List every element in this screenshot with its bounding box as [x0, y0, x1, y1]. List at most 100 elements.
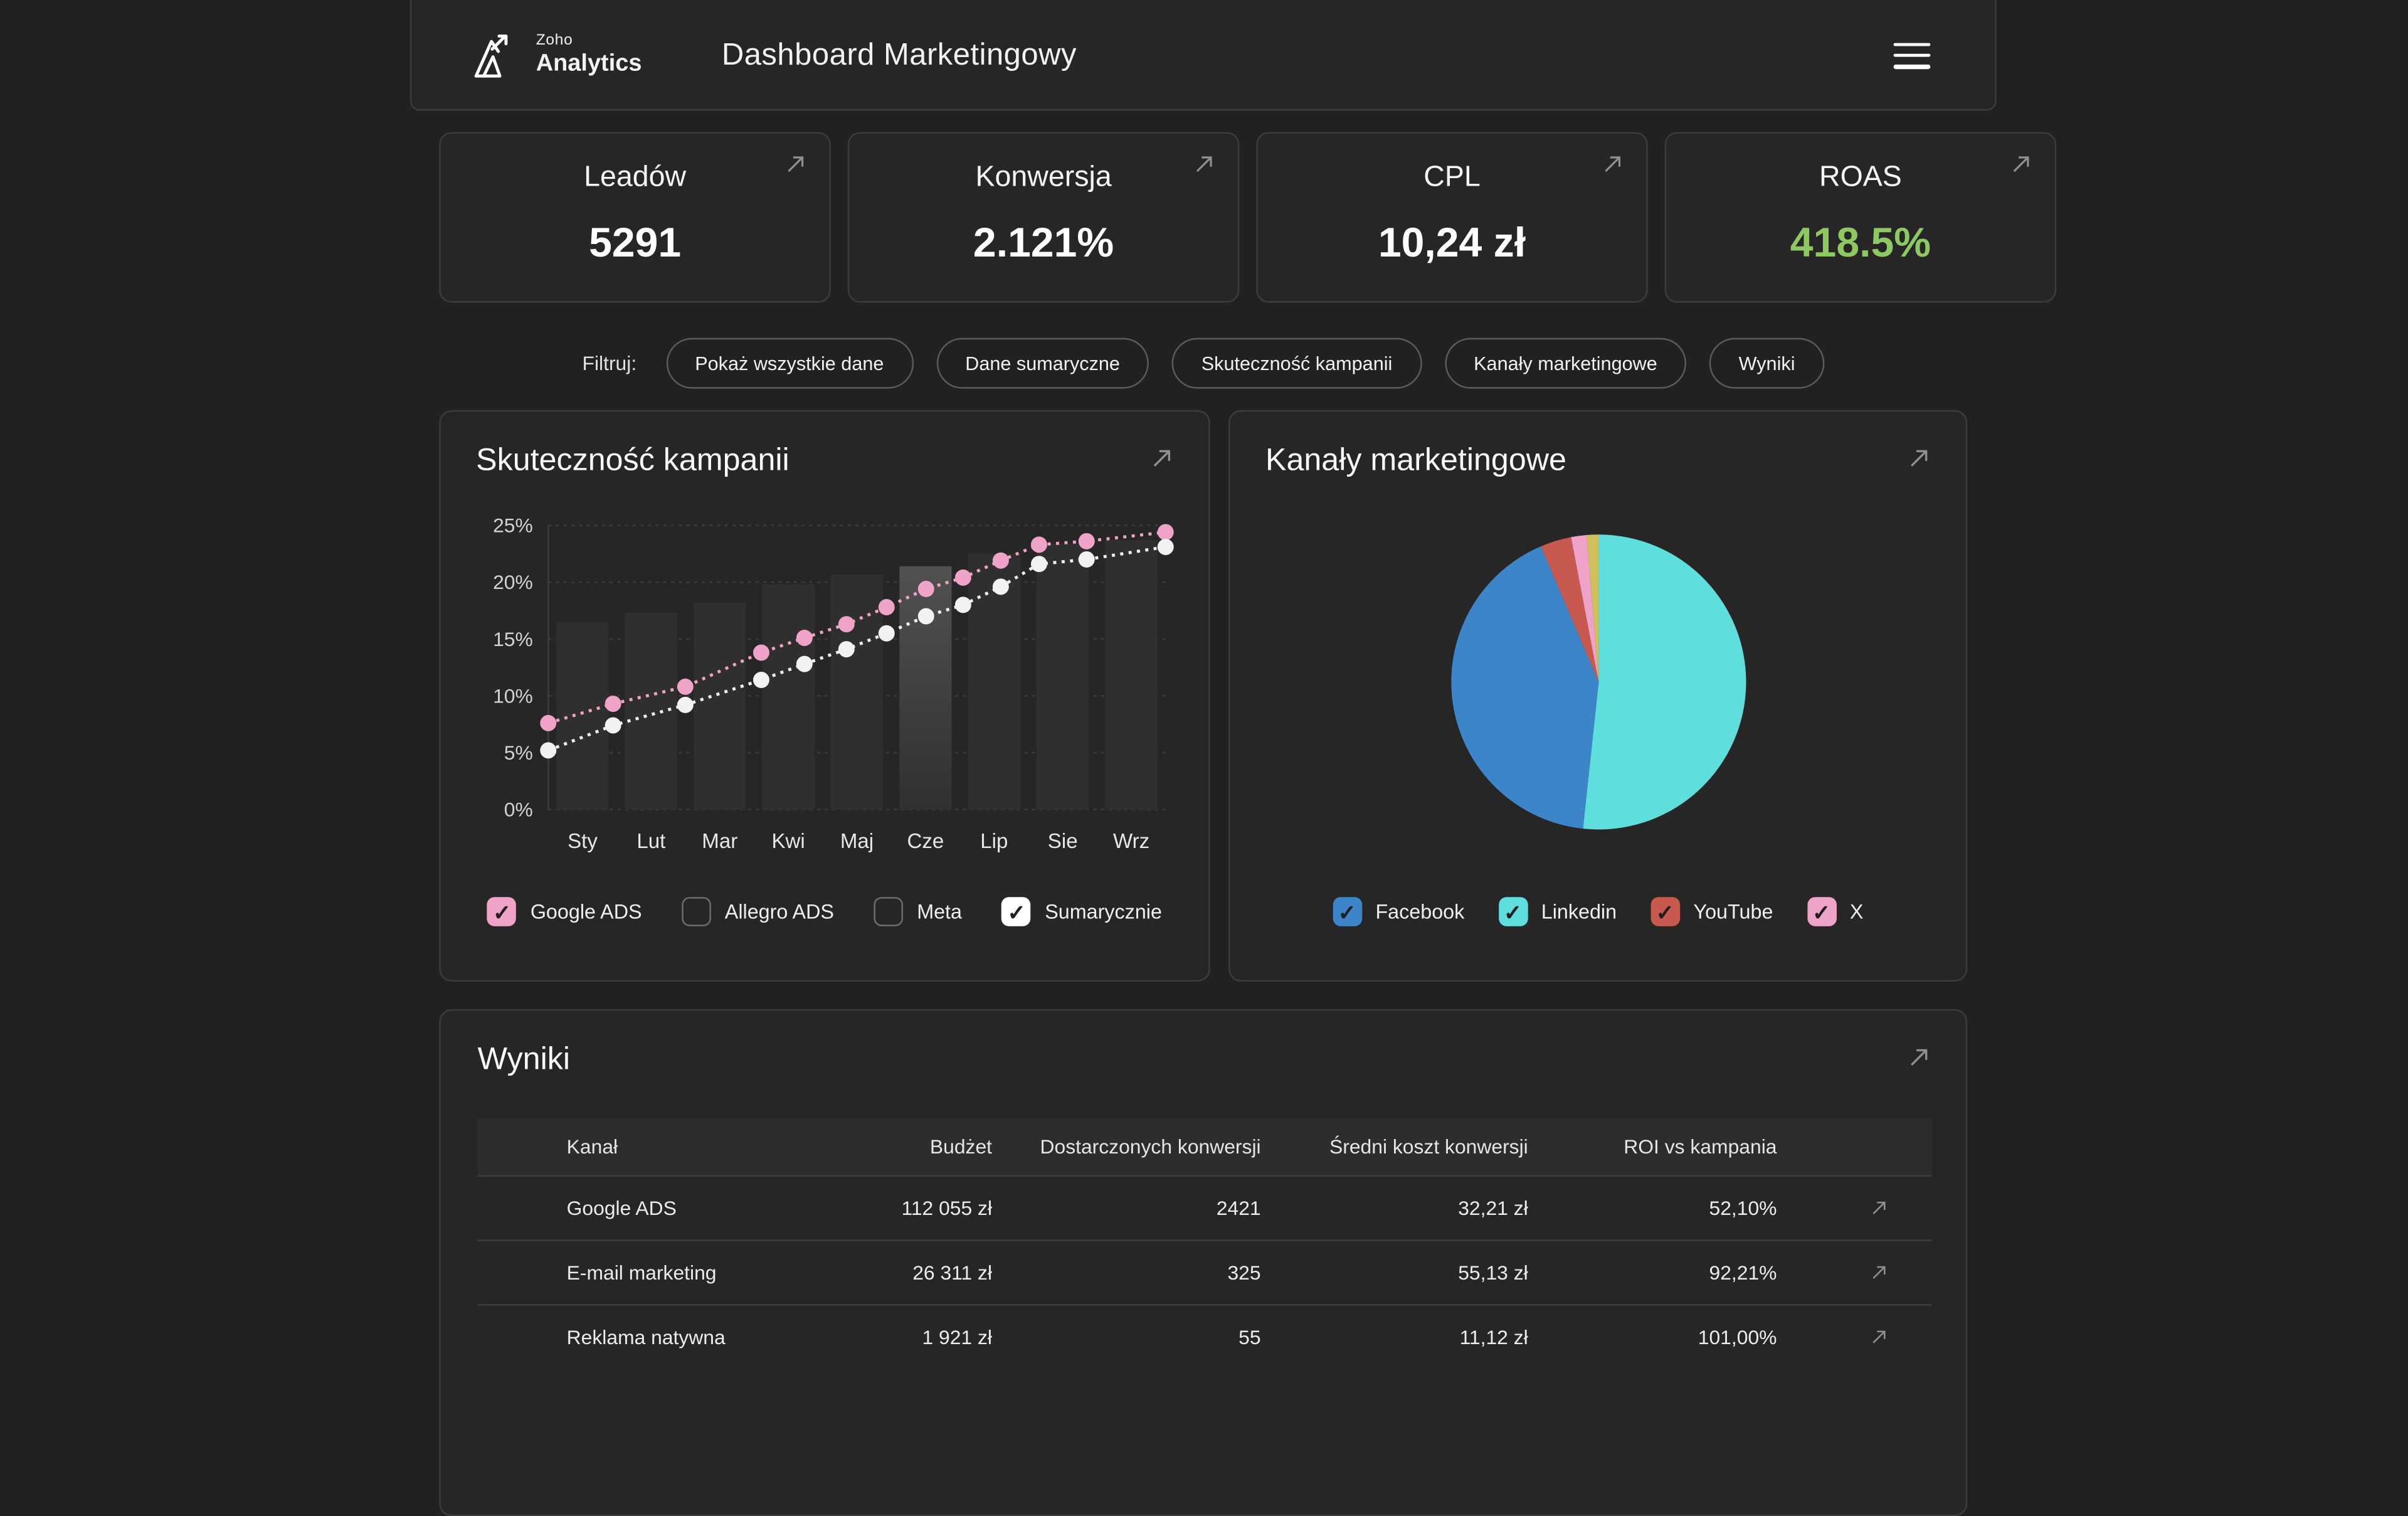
check-icon: ✓: [493, 899, 511, 925]
kpi-label: Konwersja: [975, 161, 1112, 194]
svg-text:Lip: Lip: [980, 830, 1008, 853]
svg-text:Cze: Cze: [907, 830, 944, 853]
filter-label: Filtruj:: [582, 351, 637, 375]
kpi-value: 10,24 zł: [1378, 220, 1526, 266]
checkbox[interactable]: ✓: [682, 897, 711, 926]
toggle-facebook[interactable]: ✓ Facebook: [1332, 897, 1465, 926]
kpi-value: 5291: [589, 220, 682, 266]
svg-text:25%: 25%: [493, 514, 533, 537]
logo-text: Zoho Analytics: [536, 33, 642, 78]
checkbox[interactable]: ✓: [1498, 897, 1528, 926]
results-table: Kanał Budżet Dostarczonych konwersji Śre…: [477, 1118, 1932, 1369]
hamburger-menu-icon[interactable]: [1893, 42, 1931, 68]
channels-legend: ✓ Facebook ✓ Linkedin ✓ YouTube ✓ X: [1230, 897, 1966, 926]
filter-chip-channels[interactable]: Kanały marketingowe: [1444, 337, 1687, 389]
toggle-allegro-ads[interactable]: ✓ Allegro ADS: [682, 897, 834, 926]
table-row-google-ads[interactable]: Google ADS 112 055 zł 2421 32,21 zł 52,1…: [477, 1175, 1932, 1239]
kpi-card-roas[interactable]: ROAS 418.5%: [1664, 132, 2057, 303]
cell-konwersje: 325: [1227, 1261, 1261, 1285]
filter-chip-all[interactable]: Pokaż wszystkie dane: [665, 337, 913, 389]
svg-text:Lut: Lut: [636, 830, 665, 853]
cell-budzet: 26 311 zł: [912, 1261, 993, 1285]
check-icon: ✓: [1812, 899, 1830, 925]
results-card: Wyniki Kanał Budżet Dostarczonych konwer…: [439, 1009, 1968, 1516]
svg-text:15%: 15%: [493, 628, 533, 650]
table-row-email-marketing[interactable]: E-mail marketing 26 311 zł 325 55,13 zł …: [477, 1239, 1932, 1304]
cell-roi: 52,10%: [1709, 1196, 1777, 1220]
toggle-youtube[interactable]: ✓ YouTube: [1650, 897, 1773, 926]
cell-kanal: E-mail marketing: [566, 1261, 717, 1285]
checkbox[interactable]: ✓: [1650, 897, 1680, 926]
cell-koszt: 11,12 zł: [1459, 1325, 1528, 1349]
cell-roi: 101,00%: [1698, 1325, 1777, 1349]
row-expand-arrow-icon[interactable]: [1869, 1198, 1889, 1218]
row-expand-arrow-icon[interactable]: [1869, 1327, 1889, 1347]
toggle-meta[interactable]: ✓ Meta: [874, 897, 962, 926]
filter-chip-results[interactable]: Wyniki: [1709, 337, 1825, 389]
results-card-title: Wyniki: [477, 1041, 571, 1077]
expand-arrow-icon[interactable]: [1906, 1044, 1932, 1071]
results-table-header: Kanał Budżet Dostarczonych konwersji Śre…: [477, 1118, 1932, 1175]
dashboard-root: Zoho Analytics Dashboard Marketingowy Le…: [409, 0, 2057, 1516]
marketing-channels-card: Kanały marketingowe ✓ Facebook ✓ Linkedi…: [1228, 410, 1968, 982]
zoho-analytics-logo[interactable]: Zoho Analytics: [467, 31, 642, 80]
expand-arrow-icon[interactable]: [1600, 152, 1625, 176]
checkbox-label: Linkedin: [1541, 900, 1617, 923]
row-expand-arrow-icon[interactable]: [1869, 1263, 1889, 1283]
check-icon: ✓: [1338, 899, 1356, 925]
expand-arrow-icon[interactable]: [1191, 152, 1216, 176]
toggle-sumarycznie[interactable]: ✓ Sumarycznie: [1001, 897, 1162, 926]
svg-text:Sty: Sty: [568, 830, 598, 853]
expand-arrow-icon[interactable]: [1906, 445, 1932, 472]
toggle-google-ads[interactable]: ✓ Google ADS: [487, 897, 642, 926]
svg-text:Wrz: Wrz: [1113, 830, 1149, 853]
checkbox-label: Sumarycznie: [1045, 900, 1162, 923]
kpi-card-conversion[interactable]: Konwersja 2.121%: [847, 132, 1240, 303]
toggle-linkedin[interactable]: ✓ Linkedin: [1498, 897, 1617, 926]
header-bar: Zoho Analytics Dashboard Marketingowy: [409, 0, 1997, 111]
check-icon: ✓: [1504, 899, 1522, 925]
kpi-value: 418.5%: [1790, 220, 1931, 266]
campaign-card-title: Skuteczność kampanii: [476, 442, 789, 478]
filter-chip-campaign[interactable]: Skuteczność kampanii: [1172, 337, 1422, 389]
checkbox-label: Facebook: [1375, 900, 1465, 923]
cell-koszt: 55,13 zł: [1458, 1261, 1528, 1285]
col-header-koszt: Średni koszt konwersji: [1329, 1135, 1528, 1158]
kpi-label: Leadów: [584, 161, 687, 194]
checkbox[interactable]: ✓: [487, 897, 517, 926]
cell-kanal: Reklama natywna: [566, 1325, 726, 1349]
checkbox-label: Meta: [917, 900, 963, 923]
checkbox[interactable]: ✓: [1001, 897, 1032, 926]
svg-text:10%: 10%: [493, 684, 533, 707]
table-row-reklama-natywna[interactable]: Reklama natywna 1 921 zł 55 11,12 zł 101…: [477, 1304, 1932, 1369]
svg-text:Maj: Maj: [840, 830, 874, 853]
svg-text:Sie: Sie: [1048, 830, 1078, 853]
kpi-label: CPL: [1423, 161, 1481, 194]
checkbox[interactable]: ✓: [874, 897, 904, 926]
cell-budzet: 112 055 zł: [901, 1196, 993, 1220]
checkbox[interactable]: ✓: [1332, 897, 1362, 926]
campaign-effectiveness-card: Skuteczność kampanii 0% 5% 10% 15% 20% 25% Sty…: [439, 410, 1210, 982]
kpi-value: 2.121%: [973, 220, 1114, 266]
cell-budzet: 1 921 zł: [922, 1325, 993, 1349]
page-title: Dashboard Marketingowy: [721, 38, 1077, 72]
check-icon: ✓: [1007, 899, 1026, 925]
toggle-x[interactable]: ✓ X: [1807, 897, 1863, 926]
kpi-card-leads[interactable]: Leadów 5291: [439, 132, 831, 303]
expand-arrow-icon[interactable]: [783, 152, 808, 176]
cell-koszt: 32,21 zł: [1458, 1196, 1528, 1220]
logo-analytics-label: Analytics: [536, 51, 642, 78]
cell-konwersje: 55: [1238, 1325, 1261, 1349]
logo-zoho-label: Zoho: [536, 33, 573, 50]
expand-arrow-icon[interactable]: [1149, 445, 1175, 472]
filter-chip-summary[interactable]: Dane sumaryczne: [936, 337, 1149, 389]
checkbox[interactable]: ✓: [1807, 897, 1836, 926]
col-header-kanal: Kanał: [566, 1135, 618, 1158]
svg-text:Kwi: Kwi: [772, 830, 805, 853]
expand-arrow-icon[interactable]: [2009, 152, 2033, 176]
kpi-card-cpl[interactable]: CPL 10,24 zł: [1256, 132, 1648, 303]
mountain-logo-icon: [474, 34, 508, 78]
checkbox-label: X: [1849, 900, 1864, 923]
check-icon: ✓: [1656, 899, 1674, 925]
svg-text:20%: 20%: [493, 571, 533, 593]
